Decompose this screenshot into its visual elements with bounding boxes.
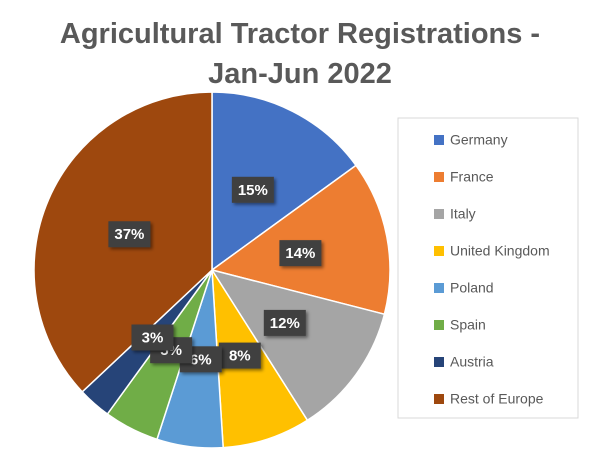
value-label: 8% (229, 348, 251, 365)
legend-label: Italy (450, 206, 476, 222)
value-label: 15% (238, 182, 268, 199)
pie-slice (211, 91, 358, 272)
legend-swatch (434, 246, 444, 256)
label-box (279, 240, 322, 267)
legend-swatch (434, 283, 444, 293)
legend-label: Germany (450, 132, 508, 148)
value-label: 37% (114, 226, 144, 243)
legend-swatch (434, 172, 444, 182)
legend-box (397, 117, 579, 419)
legend-label: Spain (450, 317, 486, 333)
legend-swatch (434, 357, 444, 367)
legend-label: Rest of Europe (450, 391, 544, 407)
pie-slice (210, 164, 391, 316)
pie-slice (210, 268, 386, 422)
label-box (218, 342, 261, 369)
legend-label: United Kingdom (450, 243, 550, 259)
legend-label: France (450, 169, 494, 185)
legend-swatch (434, 394, 444, 404)
legend-swatch (434, 135, 444, 145)
value-label: 14% (285, 245, 315, 262)
value-label: 3% (142, 329, 164, 346)
label-box (231, 176, 274, 203)
label-box (108, 221, 151, 248)
label-box (263, 309, 306, 336)
legend-swatch (434, 209, 444, 219)
value-label: 6% (190, 351, 212, 368)
legend-label: Poland (450, 280, 494, 296)
legend-label: Austria (450, 354, 494, 370)
value-label: 12% (270, 315, 300, 332)
label-box (131, 324, 174, 351)
legend-swatch (434, 320, 444, 330)
chart-title: Agricultural Tractor Registrations - Jan… (59, 18, 541, 90)
